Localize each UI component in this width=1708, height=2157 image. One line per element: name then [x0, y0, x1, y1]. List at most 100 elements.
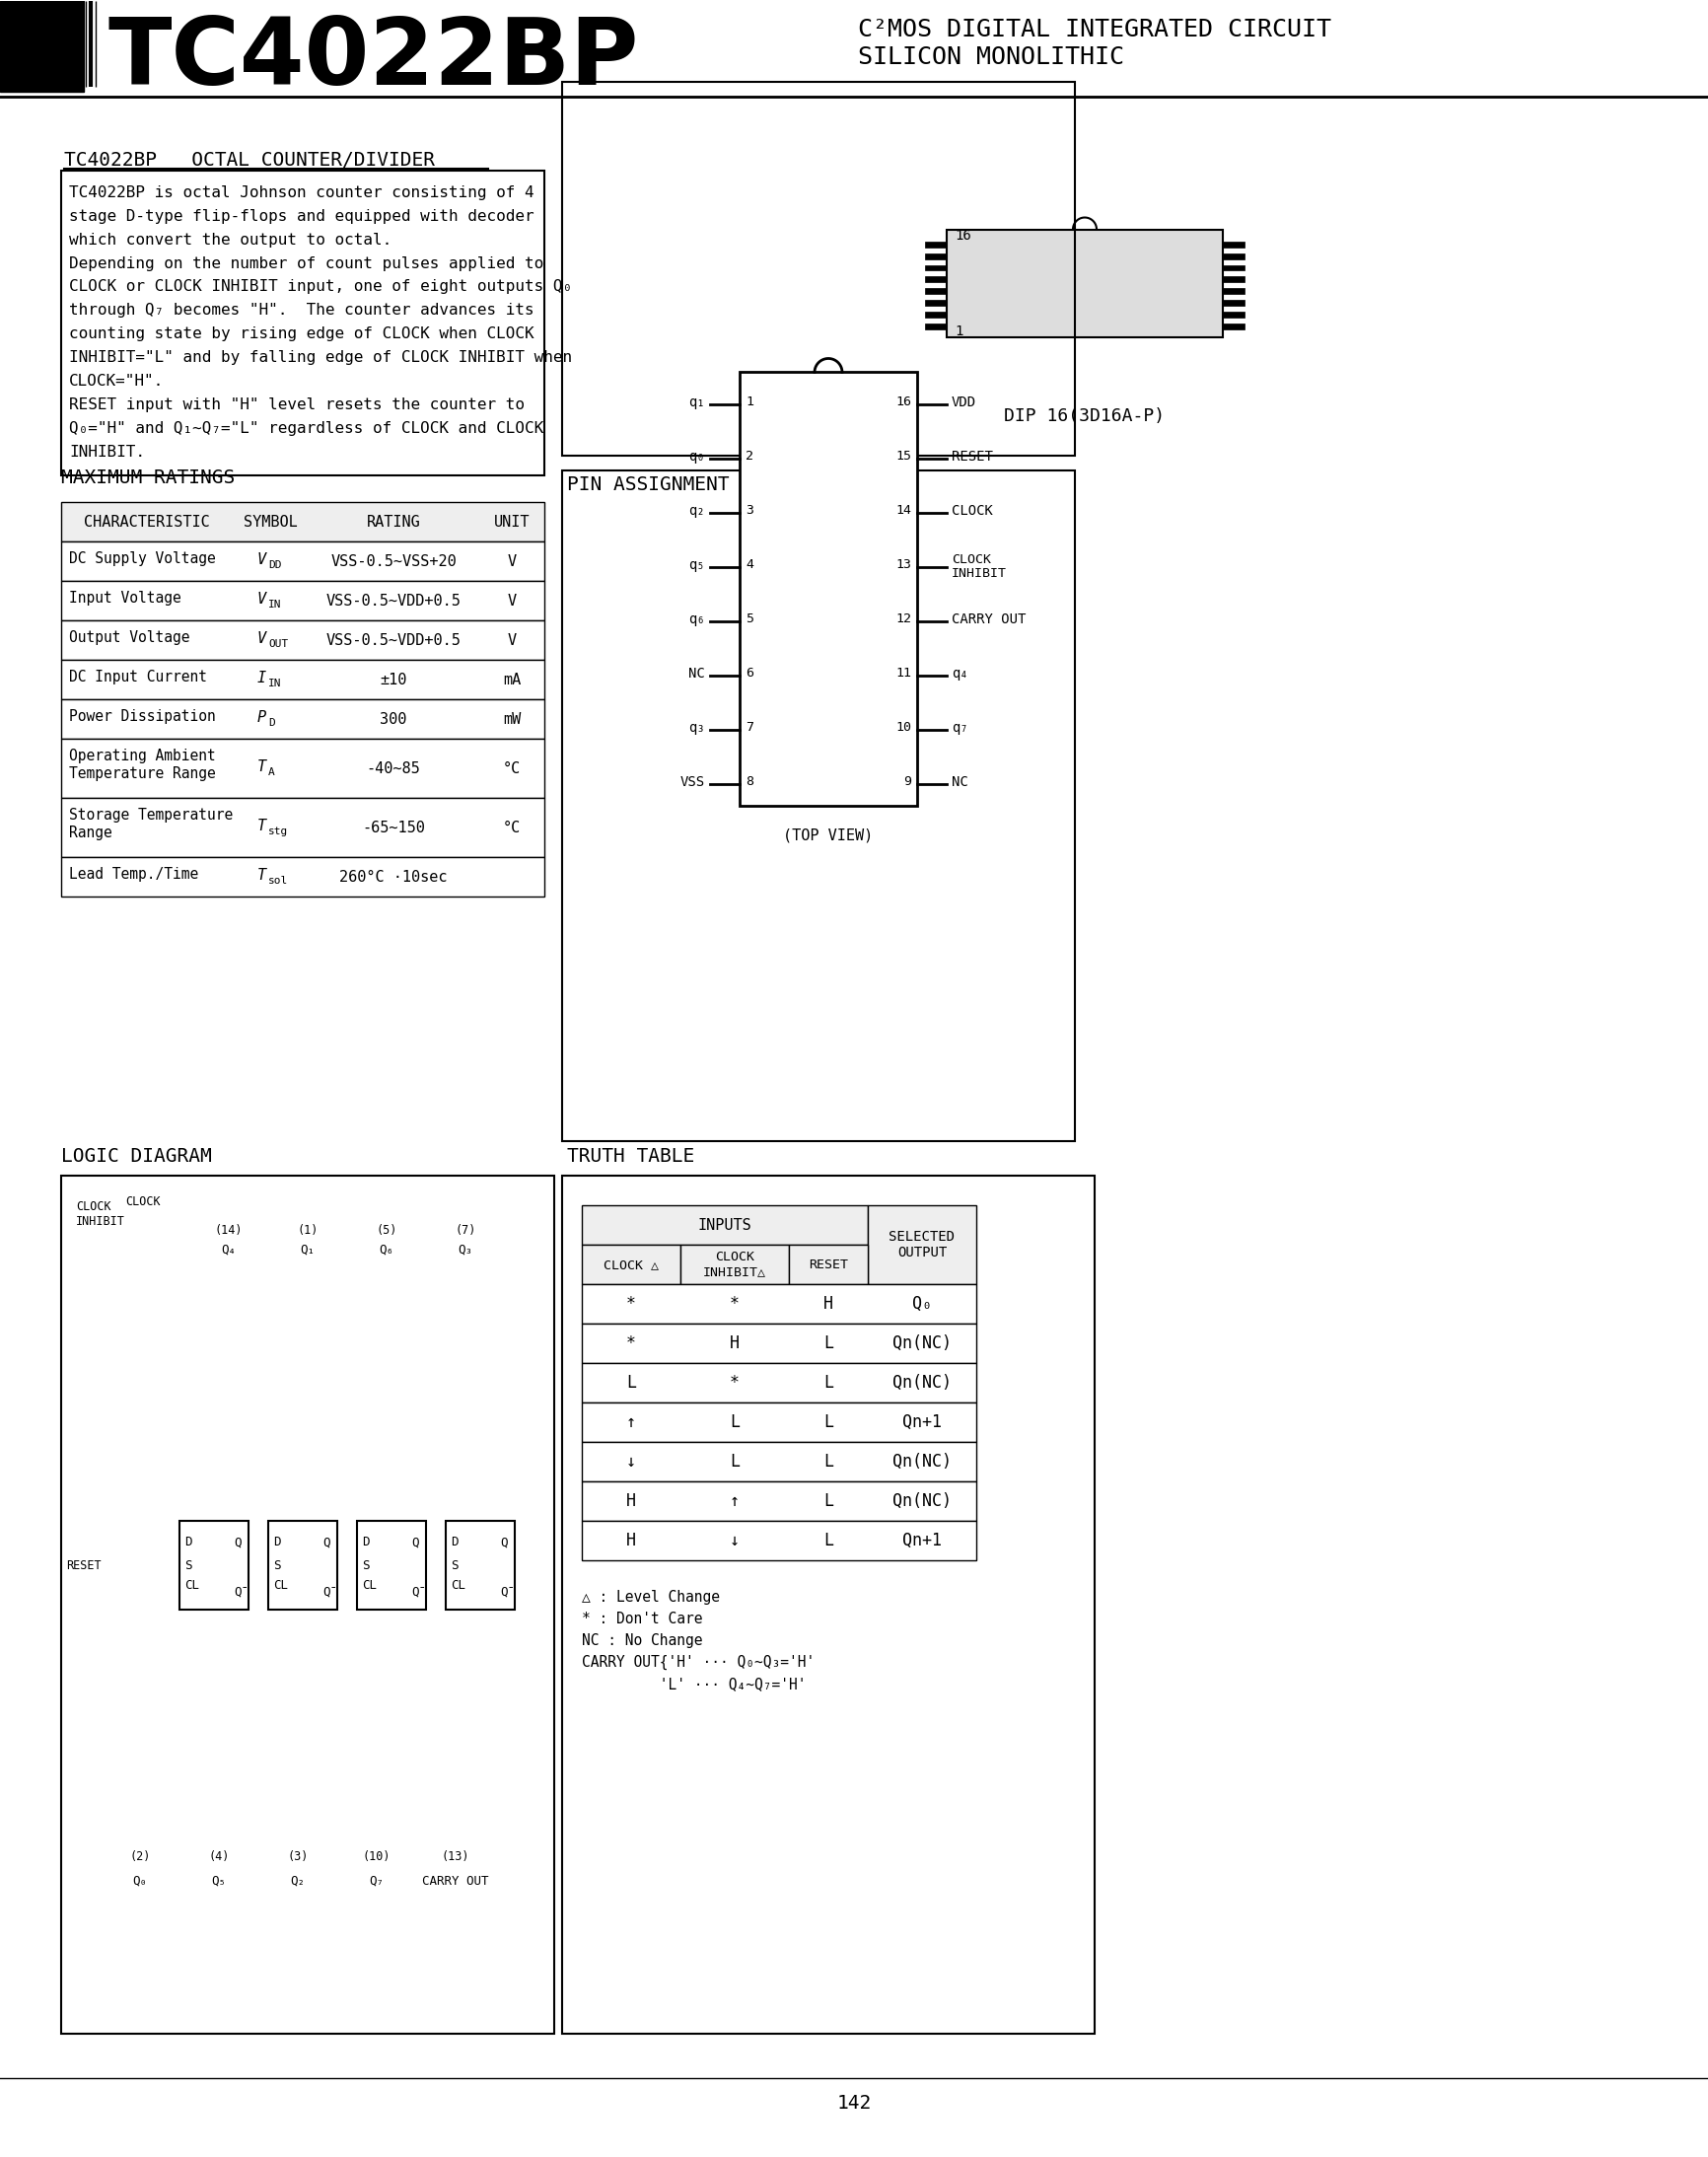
- Text: ↑: ↑: [729, 1493, 740, 1510]
- Text: V: V: [258, 632, 266, 645]
- Text: Q: Q: [323, 1536, 330, 1549]
- Text: which convert the output to octal.: which convert the output to octal.: [68, 233, 391, 248]
- Bar: [357, 1521, 425, 1609]
- Text: V: V: [258, 591, 266, 606]
- Text: L: L: [823, 1413, 834, 1432]
- Text: CARRY OUT: CARRY OUT: [422, 1874, 488, 1887]
- Bar: [581, 1324, 975, 1363]
- Bar: [581, 1482, 975, 1521]
- Text: L: L: [823, 1531, 834, 1549]
- Bar: [1223, 313, 1243, 317]
- Bar: [61, 740, 545, 798]
- Bar: [924, 252, 946, 259]
- Bar: [1223, 289, 1243, 293]
- Text: Q: Q: [500, 1536, 507, 1549]
- Text: (10): (10): [362, 1851, 391, 1864]
- Text: D: D: [362, 1536, 369, 1549]
- Bar: [1223, 276, 1243, 283]
- Text: CLOCK="H".: CLOCK="H".: [68, 375, 164, 388]
- Bar: [562, 470, 1074, 1141]
- Text: ±10: ±10: [379, 673, 407, 688]
- Text: INHIBIT: INHIBIT: [951, 567, 1006, 580]
- Text: SYMBOL: SYMBOL: [243, 516, 297, 531]
- Text: V: V: [507, 634, 516, 647]
- Text: 16: 16: [955, 229, 970, 242]
- Text: RESET: RESET: [67, 1560, 101, 1572]
- Text: (14): (14): [215, 1223, 243, 1236]
- Bar: [61, 660, 545, 699]
- Text: 13: 13: [895, 559, 910, 572]
- Bar: [562, 1176, 1095, 2034]
- Text: Qn(NC): Qn(NC): [892, 1493, 951, 1510]
- Text: q₅: q₅: [688, 559, 705, 572]
- Text: 5: 5: [745, 613, 753, 626]
- Text: PIN ASSIGNMENT: PIN ASSIGNMENT: [567, 477, 729, 494]
- Text: INHIBIT.: INHIBIT.: [68, 444, 145, 459]
- Text: Q₆: Q₆: [379, 1242, 395, 1255]
- Text: VSS-0.5~VDD+0.5: VSS-0.5~VDD+0.5: [326, 634, 461, 647]
- Text: *: *: [729, 1374, 740, 1391]
- Bar: [61, 503, 545, 541]
- Text: counting state by rising edge of CLOCK when CLOCK: counting state by rising edge of CLOCK w…: [68, 328, 535, 341]
- Text: Q̄: Q̄: [500, 1585, 514, 1598]
- Text: S: S: [273, 1560, 280, 1572]
- Text: RATING: RATING: [366, 516, 420, 531]
- Bar: [61, 798, 545, 858]
- Text: D: D: [273, 1536, 280, 1549]
- Text: CLOCK
INHIBIT△: CLOCK INHIBIT△: [702, 1251, 765, 1279]
- Bar: [61, 582, 545, 621]
- Text: TC4022BP: TC4022BP: [108, 13, 639, 104]
- Text: stg: stg: [268, 826, 289, 837]
- Text: CLOCK: CLOCK: [125, 1195, 161, 1208]
- Text: CLOCK or CLOCK INHIBIT input, one of eight outputs Q₀: CLOCK or CLOCK INHIBIT input, one of eig…: [68, 280, 572, 293]
- Bar: [680, 1245, 789, 1283]
- Text: CLOCK: CLOCK: [75, 1201, 111, 1214]
- Text: DC Supply Voltage: DC Supply Voltage: [68, 552, 215, 567]
- Text: 14: 14: [895, 505, 910, 518]
- Text: 16: 16: [895, 397, 910, 410]
- Text: 7: 7: [745, 720, 753, 733]
- Text: L: L: [823, 1374, 834, 1391]
- Bar: [61, 699, 545, 740]
- Text: 10: 10: [895, 720, 910, 733]
- Bar: [581, 1206, 868, 1245]
- Bar: [0, 0, 84, 91]
- Bar: [868, 1206, 975, 1283]
- Text: Storage Temperature: Storage Temperature: [68, 809, 232, 824]
- Text: OUT: OUT: [268, 638, 289, 649]
- Text: 12: 12: [895, 613, 910, 626]
- Text: q₃: q₃: [688, 720, 705, 736]
- Text: H: H: [823, 1294, 834, 1314]
- Text: H: H: [625, 1531, 635, 1549]
- Text: V: V: [258, 552, 266, 567]
- Text: *: *: [625, 1335, 635, 1352]
- Text: VDD: VDD: [951, 395, 975, 410]
- Text: L: L: [823, 1493, 834, 1510]
- Text: VSS-0.5~VDD+0.5: VSS-0.5~VDD+0.5: [326, 593, 461, 608]
- Text: q₆: q₆: [688, 613, 705, 626]
- Bar: [446, 1521, 514, 1609]
- Text: CL: CL: [273, 1579, 287, 1592]
- Text: CARRY OUT{'H' ··· Q₀~Q₃='H': CARRY OUT{'H' ··· Q₀~Q₃='H': [581, 1654, 815, 1670]
- Text: TC4022BP is octal Johnson counter consisting of 4: TC4022BP is octal Johnson counter consis…: [68, 186, 535, 201]
- Text: V: V: [507, 593, 516, 608]
- Text: TRUTH TABLE: TRUTH TABLE: [567, 1148, 693, 1167]
- Text: Q₀="H" and Q₁~Q₇="L" regardless of CLOCK and CLOCK: Q₀="H" and Q₁~Q₇="L" regardless of CLOCK…: [68, 421, 543, 436]
- Bar: [268, 1521, 336, 1609]
- Text: L: L: [729, 1454, 740, 1471]
- Text: CHARACTERISTIC: CHARACTERISTIC: [84, 516, 210, 531]
- Bar: [1223, 252, 1243, 259]
- Text: °C: °C: [502, 820, 521, 835]
- Bar: [924, 242, 946, 248]
- Bar: [1223, 300, 1243, 306]
- Text: 9: 9: [904, 777, 910, 789]
- Text: 1: 1: [745, 397, 753, 410]
- Bar: [924, 265, 946, 272]
- Text: H: H: [729, 1335, 740, 1352]
- Text: Power Dissipation: Power Dissipation: [68, 710, 215, 725]
- Text: 1: 1: [955, 326, 962, 339]
- Text: Q₂: Q₂: [290, 1874, 306, 1887]
- Text: DIP 16(3D16A-P): DIP 16(3D16A-P): [1004, 408, 1165, 425]
- Text: RESET input with "H" level resets the counter to: RESET input with "H" level resets the co…: [68, 397, 524, 412]
- Bar: [61, 858, 545, 897]
